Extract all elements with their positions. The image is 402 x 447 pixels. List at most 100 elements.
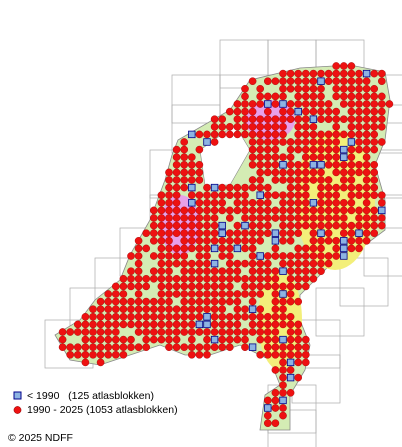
- recent-record: [233, 107, 242, 116]
- recent-record: [81, 328, 90, 336]
- recent-record: [165, 343, 173, 352]
- recent-record: [370, 176, 379, 184]
- old-record: [317, 229, 325, 237]
- recent-record: [225, 130, 234, 139]
- recent-record: [180, 153, 188, 161]
- recent-record: [157, 267, 166, 276]
- old-record: [271, 229, 280, 237]
- recent-record: [172, 206, 181, 215]
- recent-record: [377, 100, 386, 108]
- recent-record: [225, 229, 234, 237]
- recent-record: [317, 100, 325, 108]
- recent-record: [187, 267, 196, 276]
- recent-record: [58, 328, 67, 336]
- recent-record: [355, 138, 363, 146]
- recent-record: [241, 115, 249, 123]
- recent-record: [180, 183, 188, 192]
- recent-record: [263, 92, 272, 101]
- recent-record: [225, 183, 234, 192]
- recent-record: [286, 388, 295, 397]
- recent-record: [104, 312, 112, 321]
- recent-record: [248, 267, 257, 276]
- recent-record: [134, 343, 143, 352]
- recent-record: [157, 229, 166, 237]
- recent-record: [271, 274, 280, 283]
- recent-record: [263, 198, 272, 207]
- recent-record: [301, 107, 310, 116]
- recent-record: [218, 343, 226, 352]
- recent-record: [241, 328, 249, 336]
- legend-symbol: [13, 391, 22, 400]
- recent-record: [187, 153, 196, 161]
- recent-record: [279, 320, 287, 329]
- recent-record: [256, 176, 265, 184]
- recent-record: [286, 160, 295, 169]
- recent-record: [347, 145, 356, 154]
- recent-record: [187, 305, 196, 314]
- old-record: [248, 343, 257, 351]
- recent-record: [157, 335, 166, 344]
- recent-record: [149, 267, 158, 276]
- recent-record: [127, 297, 135, 306]
- recent-record: [66, 350, 74, 359]
- recent-record: [142, 229, 150, 237]
- recent-record: [180, 229, 188, 237]
- recent-record: [301, 206, 310, 215]
- recent-record: [317, 252, 325, 260]
- recent-record: [309, 221, 318, 230]
- recent-record: [294, 123, 303, 131]
- old-record: [210, 244, 219, 253]
- recent-record: [332, 115, 341, 123]
- recent-record: [332, 252, 341, 260]
- recent-record: [187, 350, 196, 359]
- recent-record: [149, 214, 158, 222]
- recent-record: [271, 350, 280, 359]
- recent-record: [195, 350, 204, 359]
- recent-record: [263, 221, 272, 230]
- recent-record: [362, 130, 371, 139]
- recent-record: [210, 290, 219, 298]
- recent-record: [332, 221, 341, 230]
- recent-record: [377, 221, 386, 230]
- recent-record: [339, 77, 348, 85]
- recent-record: [233, 229, 242, 237]
- old-record: [210, 259, 219, 268]
- old-record: [340, 237, 348, 245]
- recent-record: [263, 107, 272, 116]
- recent-record: [339, 229, 348, 237]
- recent-record: [309, 77, 318, 85]
- recent-record: [203, 328, 211, 336]
- recent-record: [256, 145, 265, 154]
- recent-record: [256, 312, 265, 321]
- old-record: [340, 145, 348, 154]
- old-record: [188, 130, 196, 139]
- recent-record: [256, 335, 265, 344]
- recent-record: [271, 160, 280, 169]
- recent-record: [142, 343, 150, 352]
- recent-record: [157, 274, 166, 283]
- recent-record: [218, 123, 226, 131]
- recent-record: [286, 290, 295, 298]
- recent-record: [332, 145, 341, 154]
- recent-record: [263, 419, 272, 428]
- recent-record: [370, 145, 379, 154]
- recent-record: [96, 335, 105, 344]
- recent-record: [180, 259, 188, 268]
- recent-record: [301, 282, 310, 291]
- recent-record: [271, 153, 280, 161]
- recent-record: [187, 229, 196, 237]
- recent-record: [218, 252, 226, 260]
- old-record: [286, 358, 295, 367]
- old-record: [195, 320, 204, 329]
- recent-record: [263, 115, 272, 123]
- recent-record: [279, 388, 287, 397]
- recent-record: [317, 176, 325, 184]
- recent-record: [301, 274, 310, 283]
- recent-record: [112, 335, 120, 344]
- recent-record: [377, 92, 386, 101]
- recent-record: [233, 335, 242, 344]
- recent-record: [248, 100, 257, 108]
- recent-record: [294, 373, 303, 382]
- recent-record: [127, 252, 135, 260]
- recent-record: [301, 244, 310, 253]
